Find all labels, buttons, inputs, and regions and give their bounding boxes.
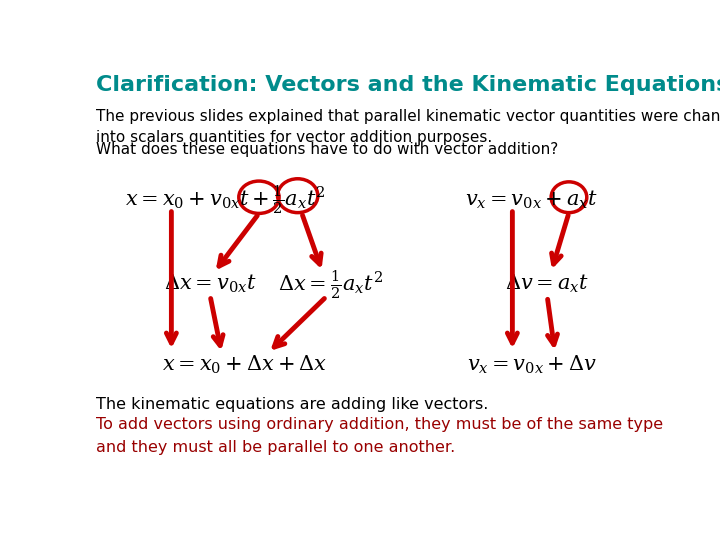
Text: To add vectors using ordinary addition, they must be of the same type
and they m: To add vectors using ordinary addition, … xyxy=(96,417,663,455)
Text: The previous slides explained that parallel kinematic vector quantities were cha: The previous slides explained that paral… xyxy=(96,110,720,145)
Text: $\Delta x = \frac{1}{2}a_x t^2$: $\Delta x = \frac{1}{2}a_x t^2$ xyxy=(278,268,383,300)
Text: What does these equations have to do with vector addition?: What does these equations have to do wit… xyxy=(96,142,559,157)
Text: $\Delta x = v_{0x}t$: $\Delta x = v_{0x}t$ xyxy=(164,273,256,295)
Text: The kinematic equations are adding like vectors.: The kinematic equations are adding like … xyxy=(96,397,489,413)
Text: $x = x_0 + v_{0x}t + \frac{1}{2}a_x t^2$: $x = x_0 + v_{0x}t + \frac{1}{2}a_x t^2$ xyxy=(125,183,326,216)
Text: $v_x = v_{0x} + a_x t$: $v_x = v_{0x} + a_x t$ xyxy=(465,188,598,211)
Text: $v_x = v_{0x} + \Delta v$: $v_x = v_{0x} + \Delta v$ xyxy=(467,354,597,376)
Text: $\Delta v = a_x t$: $\Delta v = a_x t$ xyxy=(505,273,589,295)
Text: $x = x_0 + \Delta x + \Delta x$: $x = x_0 + \Delta x + \Delta x$ xyxy=(163,354,328,376)
Text: Clarification: Vectors and the Kinematic Equations: Clarification: Vectors and the Kinematic… xyxy=(96,75,720,95)
